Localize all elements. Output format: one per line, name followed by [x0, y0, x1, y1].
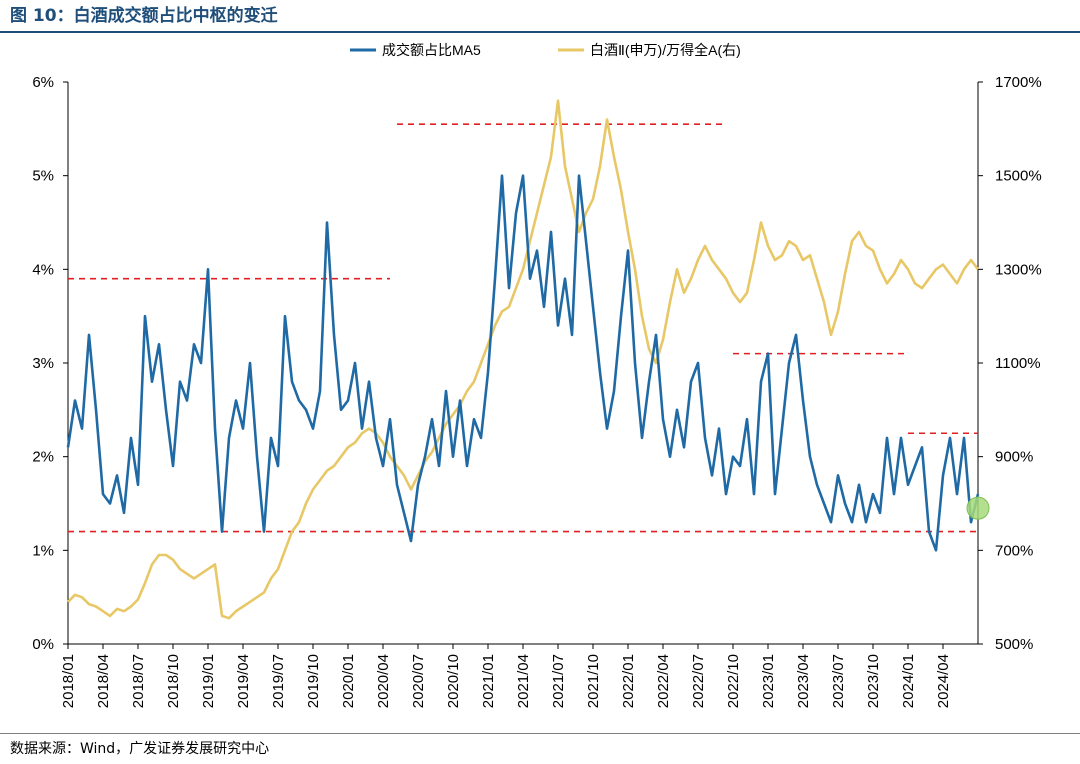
- x-tick-label: 2021/10: [585, 654, 602, 708]
- x-tick-label: 2018/10: [165, 654, 182, 708]
- y-right-tick-label: 700%: [995, 542, 1033, 559]
- figure-title: 图 10：白酒成交额占比中枢的变迁: [10, 6, 278, 26]
- x-tick-label: 2024/01: [900, 654, 917, 708]
- y-right-tick-label: 1100%: [995, 355, 1041, 372]
- source-rule: [0, 733, 1080, 734]
- x-tick-label: 2019/10: [305, 654, 322, 708]
- x-tick-label: 2021/01: [480, 654, 497, 708]
- x-tick-label: 2020/07: [410, 654, 427, 708]
- axes: 0% 1% 2% 3% 4% 5% 6% 500% 700% 900% 1100% 1300% 1500…: [32, 74, 1041, 708]
- x-tick-label: 2021/04: [515, 654, 532, 708]
- x-tick-label: 2019/01: [200, 654, 217, 708]
- legend: 成交额占比MA5 白酒Ⅱ(申万)/万得全A(右): [350, 42, 741, 58]
- x-tick-label: 2019/07: [270, 654, 287, 708]
- x-tick-label: 2023/10: [865, 654, 882, 708]
- y-left-tick-label: 0%: [32, 636, 54, 653]
- y-right-tick-label: 900%: [995, 449, 1033, 466]
- x-tick-label: 2024/04: [935, 654, 952, 708]
- x-tick-label: 2018/07: [130, 654, 147, 708]
- y-right-tick-label: 1300%: [995, 261, 1042, 278]
- y-left-tick-label: 2%: [32, 449, 54, 466]
- x-tick-label: 2021/07: [550, 654, 567, 708]
- highlight-marker: [966, 496, 990, 520]
- series-line-baijiu-ratio: [67, 99, 980, 620]
- x-tick-label: 2022/04: [655, 654, 672, 708]
- x-tick-label: 2019/04: [235, 654, 252, 708]
- x-tick-label: 2020/04: [375, 654, 392, 708]
- title-rule: [0, 31, 1080, 33]
- source-note: 数据来源：Wind，广发证券发展研究中心: [10, 741, 270, 757]
- y-left-tick-label: 6%: [32, 74, 54, 91]
- x-tick-label: 2023/01: [760, 654, 777, 708]
- y-left-tick-label: 3%: [32, 355, 54, 372]
- y-left-tick-label: 1%: [32, 542, 54, 559]
- series-line-turnover-share: [66, 174, 980, 552]
- x-tick-label: 2018/01: [60, 654, 77, 708]
- x-tick-label: 2022/10: [725, 654, 742, 708]
- y-right-tick-label: 1500%: [995, 168, 1042, 185]
- y-left-tick-label: 4%: [32, 261, 54, 278]
- series-layer: [66, 99, 980, 620]
- x-tick-label: 2020/10: [445, 654, 462, 708]
- y-right-tick-label: 500%: [995, 636, 1033, 653]
- reference-lines: [68, 123, 978, 533]
- x-tick-label: 2023/07: [830, 654, 847, 708]
- x-tick-label: 2022/01: [620, 654, 637, 708]
- x-tick-label: 2023/04: [795, 654, 812, 708]
- x-tick-label: 2018/04: [95, 654, 112, 708]
- legend-label: 成交额占比MA5: [382, 42, 481, 58]
- y-left-tick-label: 5%: [32, 168, 54, 185]
- chart: 成交额占比MA5 白酒Ⅱ(申万)/万得全A(右) 0% 1% 2% 3% 4% 5% 6% 50…: [32, 42, 1041, 708]
- marker-layer: [966, 496, 990, 520]
- legend-label: 白酒Ⅱ(申万)/万得全A(右): [590, 42, 741, 58]
- x-tick-label: 2022/07: [690, 654, 707, 708]
- x-tick-label: 2020/01: [340, 654, 357, 708]
- y-right-tick-label: 1700%: [995, 74, 1042, 91]
